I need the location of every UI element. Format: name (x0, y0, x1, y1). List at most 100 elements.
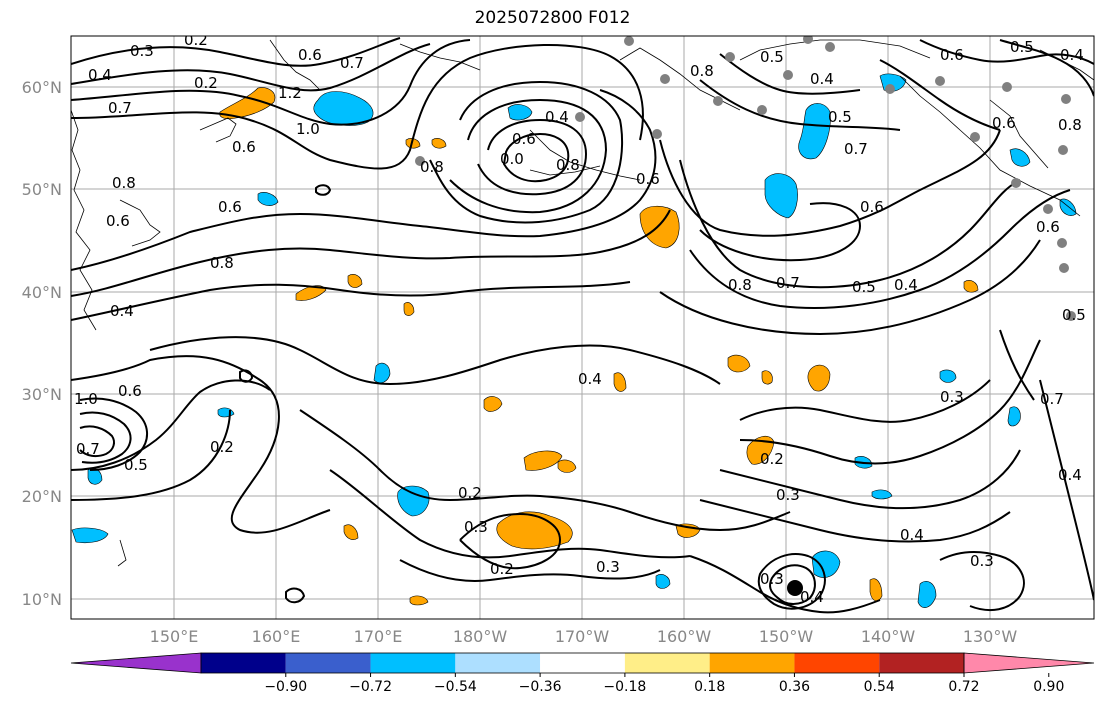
colorbar-segment (794, 653, 880, 673)
lon-label: 130°W (963, 627, 1018, 646)
svg-text:1.0: 1.0 (296, 120, 320, 138)
svg-text:0.6: 0.6 (940, 46, 964, 64)
svg-text:0.4: 0.4 (545, 108, 569, 126)
graticule (71, 36, 1094, 619)
lon-label: 160°W (657, 627, 712, 646)
lon-label: 150°E (150, 627, 199, 646)
latitude-labels: 60°N 50°N 40°N 30°N 20°N 10°N (22, 78, 62, 609)
colorbar-segment (285, 653, 371, 673)
colorbar-tick-label: 0.18 (694, 679, 725, 695)
svg-text:0.3: 0.3 (596, 558, 620, 576)
colorbar-tick-label: −0.18 (603, 679, 646, 695)
svg-text:0.5: 0.5 (828, 108, 852, 126)
svg-text:0.2: 0.2 (194, 74, 218, 92)
svg-text:0.4: 0.4 (88, 66, 112, 84)
svg-text:0.6: 0.6 (218, 198, 242, 216)
svg-text:0.7: 0.7 (108, 99, 132, 117)
svg-text:0.6: 0.6 (118, 382, 142, 400)
svg-text:0.2: 0.2 (490, 560, 514, 578)
svg-text:0.6: 0.6 (1036, 218, 1060, 236)
svg-text:0.7: 0.7 (340, 54, 364, 72)
lon-label: 180°W (453, 627, 508, 646)
colorbar-extend-high (963, 652, 1095, 674)
svg-text:0.3: 0.3 (130, 42, 154, 60)
svg-text:0.4: 0.4 (1060, 46, 1084, 64)
svg-text:0.6: 0.6 (512, 130, 536, 148)
lon-label: 140°W (861, 627, 916, 646)
colorbar-extend-low (70, 652, 202, 674)
coastlines (71, 39, 1094, 567)
svg-text:0.4: 0.4 (110, 302, 134, 320)
svg-text:0.6: 0.6 (232, 138, 256, 156)
negative-anomaly-fills (71, 73, 1077, 608)
colorbar-segment (879, 653, 964, 673)
svg-text:0.4: 0.4 (800, 588, 824, 606)
svg-text:0.5: 0.5 (1062, 306, 1086, 324)
svg-text:0.7: 0.7 (844, 140, 868, 158)
colorbar: −0.90 −0.72 −0.54 −0.36 −0.18 0.18 0.36 0.54 0.7… (70, 652, 1095, 695)
svg-text:0.6: 0.6 (636, 170, 660, 188)
svg-text:0.5: 0.5 (760, 48, 784, 66)
svg-text:0.3: 0.3 (970, 552, 994, 570)
svg-text:0.8: 0.8 (556, 156, 580, 174)
colorbar-segment (624, 653, 710, 673)
lat-label: 50°N (22, 180, 62, 199)
colorbar-tick-label: −0.36 (519, 679, 562, 695)
lon-label: 160°E (252, 627, 301, 646)
lat-label: 30°N (22, 385, 62, 404)
svg-text:0.7: 0.7 (776, 274, 800, 292)
svg-text:0.6: 0.6 (860, 198, 884, 216)
svg-text:1.0: 1.0 (74, 390, 98, 408)
svg-text:0.2: 0.2 (760, 450, 784, 468)
colorbar-tick-label: −0.72 (349, 679, 392, 695)
storm-center-marker (787, 580, 803, 596)
longitude-labels: 150°E 160°E 170°E 180°W 170°W 160°W 150°… (150, 627, 1018, 646)
lat-label: 40°N (22, 283, 62, 302)
svg-text:0.4: 0.4 (810, 70, 834, 88)
svg-text:0.7: 0.7 (76, 440, 100, 458)
lon-label: 170°E (354, 627, 403, 646)
svg-text:0.5: 0.5 (1010, 38, 1034, 56)
station-markers (415, 36, 1076, 321)
svg-text:0.8: 0.8 (210, 254, 234, 272)
svg-text:0.2: 0.2 (210, 438, 234, 456)
svg-text:0.2: 0.2 (458, 484, 482, 502)
positive-anomaly-fills (219, 87, 979, 606)
contour-value-labels: 0.3 0.2 0.4 0.7 0.6 0.7 0.2 1.2 1.0 0.6 … (74, 31, 1086, 606)
colorbar-segment (370, 653, 456, 673)
svg-text:0.3: 0.3 (940, 388, 964, 406)
svg-text:0.8: 0.8 (420, 158, 444, 176)
svg-text:0.8: 0.8 (728, 276, 752, 294)
colorbar-tick-label: 0.90 (1033, 679, 1064, 695)
svg-text:0.4: 0.4 (578, 370, 602, 388)
lat-label: 10°N (22, 590, 62, 609)
svg-text:0.0: 0.0 (500, 150, 524, 168)
plot-frame (70, 35, 1095, 620)
svg-text:0.2: 0.2 (184, 31, 208, 49)
svg-text:0.6: 0.6 (106, 212, 130, 230)
colorbar-segment (201, 653, 286, 673)
svg-text:0.6: 0.6 (992, 114, 1016, 132)
colorbar-tick-label: 0.72 (948, 679, 979, 695)
colorbar-segment (540, 653, 625, 673)
svg-text:0.5: 0.5 (124, 456, 148, 474)
lat-label: 20°N (22, 487, 62, 506)
map-title: 2025072800 F012 (474, 8, 631, 28)
svg-text:0.4: 0.4 (1058, 466, 1082, 484)
colorbar-tick-label: −0.90 (264, 679, 307, 695)
svg-text:0.3: 0.3 (464, 518, 488, 536)
svg-text:0.8: 0.8 (112, 174, 136, 192)
svg-text:0.3: 0.3 (760, 570, 784, 588)
svg-text:0.8: 0.8 (1058, 116, 1082, 134)
svg-text:0.3: 0.3 (776, 486, 800, 504)
svg-text:1.2: 1.2 (278, 84, 302, 102)
svg-text:0.4: 0.4 (900, 526, 924, 544)
svg-text:0.8: 0.8 (690, 62, 714, 80)
svg-text:0.7: 0.7 (1040, 390, 1064, 408)
colorbar-tick-label: 0.36 (779, 679, 810, 695)
colorbar-tick-label: 0.54 (864, 679, 895, 695)
lat-label: 60°N (22, 78, 62, 97)
contour-lines (71, 37, 1094, 614)
colorbar-segment (709, 653, 795, 673)
svg-text:0.5: 0.5 (852, 278, 876, 296)
